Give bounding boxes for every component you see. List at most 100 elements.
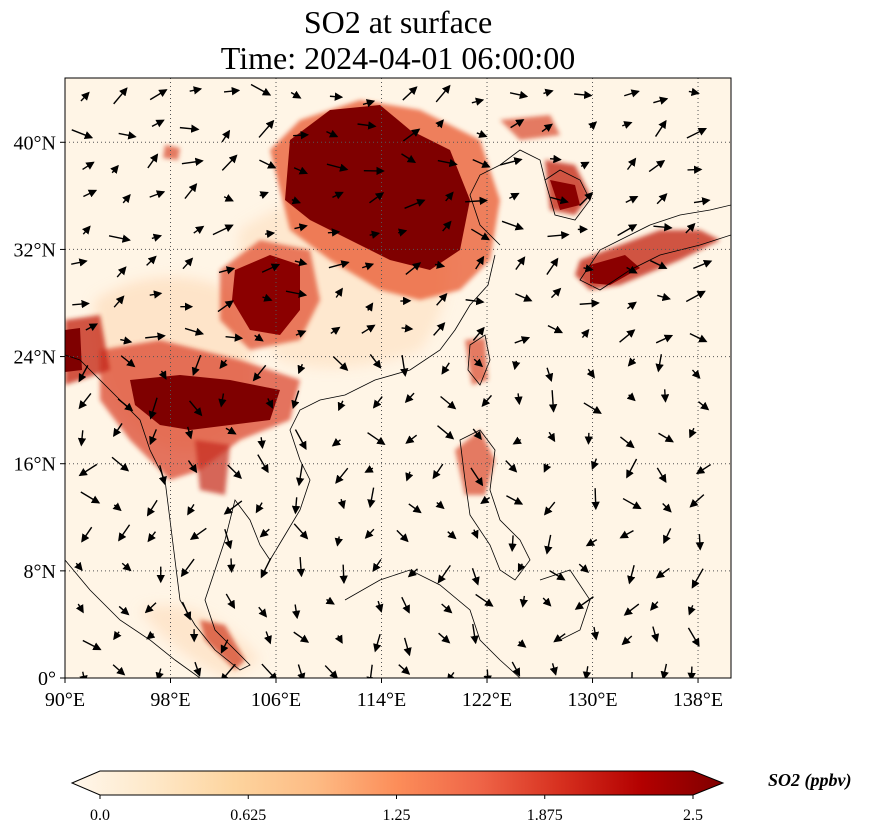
wind-arrow (441, 603, 453, 614)
y-tick-label: 16°N (14, 454, 56, 476)
wind-arrow (294, 223, 308, 232)
wind-arrow (120, 355, 136, 368)
wind-arrow (579, 299, 600, 308)
wind-arrow (509, 192, 520, 201)
x-tick-label: 122°E (462, 689, 512, 711)
wind-arrow (118, 524, 131, 542)
wind-arrow (158, 465, 167, 486)
wind-arrow (291, 196, 302, 205)
wind-arrow (691, 568, 704, 589)
wind-arrow (437, 425, 455, 440)
wind-arrow (79, 671, 88, 678)
wind-arrow (655, 334, 674, 344)
wind-arrow (688, 427, 697, 439)
wind-arrow (446, 672, 456, 678)
wind-arrow (147, 153, 159, 169)
wind-arrow (517, 562, 526, 573)
wind-arrow (472, 428, 482, 440)
colorbar-tick-label: 0.625 (230, 807, 266, 824)
wind-arrow (148, 397, 158, 420)
wind-arrow (470, 623, 479, 645)
wind-arrow (113, 423, 123, 438)
wind-arrow (695, 534, 705, 551)
wind-arrow (548, 390, 558, 413)
core-korea (550, 180, 580, 210)
wind-arrow (110, 164, 119, 174)
wind-arrow (435, 119, 444, 129)
map-title: SO2 at surface (303, 4, 493, 40)
wind-arrow (293, 631, 310, 643)
wind-arrow (481, 394, 493, 407)
wind-arrow (689, 332, 708, 343)
wind-arrow (179, 124, 200, 133)
wind-arrow (574, 90, 593, 100)
wind-arrow (471, 228, 490, 241)
wind-arrow (650, 601, 659, 611)
wind-arrow (622, 121, 633, 129)
wind-arrow (291, 390, 300, 410)
wind-arrow (397, 228, 408, 237)
wind-arrow (375, 600, 384, 613)
wind-arrow (293, 166, 309, 175)
wind-arrow (225, 593, 236, 610)
wind-arrow (685, 290, 706, 303)
y-tick-label: 32°N (14, 239, 56, 261)
wind-arrow (401, 596, 410, 614)
plume-gansu (163, 145, 180, 160)
wind-arrow (181, 157, 204, 166)
wind-arrow (293, 523, 309, 540)
wind-arrow (574, 596, 594, 610)
wind-arrow (366, 664, 375, 678)
plot-frame (64, 77, 732, 679)
wind-arrow (149, 290, 163, 299)
wind-arrow (585, 538, 598, 547)
wind-arrow (78, 463, 98, 477)
wind-arrow (297, 363, 306, 375)
wind-arrow (191, 354, 202, 376)
wind-arrow (515, 256, 526, 270)
wind-arrow (621, 635, 633, 646)
wind-arrow (580, 161, 590, 170)
wind-arrow (648, 159, 666, 173)
x-tick-label: 138°E (673, 689, 723, 711)
wind-arrow (470, 529, 479, 540)
wind-arrow (78, 365, 89, 383)
wind-arrow (112, 664, 126, 676)
wind-arrow (259, 159, 277, 169)
wind-arrow (434, 260, 446, 269)
colorbar-ticks: 0.0 0.625 1.25 1.875 2.5 (90, 795, 703, 824)
wind-arrow (689, 494, 705, 508)
wind-arrow (591, 458, 599, 471)
wind-arrow (337, 400, 346, 412)
wind-arrow (545, 367, 554, 383)
wind-arrow (291, 604, 301, 620)
wind-arrow (219, 359, 228, 369)
wind-arrow (250, 83, 272, 96)
colorbar: 0.0 0.625 1.25 1.875 2.5 SO2 (ppbv) (70, 770, 852, 824)
coastline-bohai-shandong (469, 149, 546, 246)
map-plot-area (64, 77, 732, 679)
colorbar-tick-label: 1.875 (527, 807, 563, 824)
wind-arrow (447, 530, 457, 540)
core-japan (590, 255, 640, 285)
wind-arrow (372, 396, 383, 409)
wind-arrow (146, 499, 158, 517)
wind-arrow (329, 92, 344, 101)
wind-arrow (471, 97, 485, 106)
wind-arrow (654, 119, 667, 137)
wind-arrow (687, 627, 700, 647)
wind-arrow (398, 664, 411, 675)
core-ne-india (65, 328, 82, 372)
wind-arrow (509, 90, 529, 100)
wind-arrow (149, 89, 168, 101)
wind-arrow (122, 193, 131, 204)
wind-arrow (326, 129, 339, 138)
wind-arrow (505, 460, 518, 473)
coastline-mainland-asia (65, 254, 496, 671)
wind-arrow (433, 322, 446, 336)
wind-arrow (405, 262, 422, 275)
wind-arrow (475, 593, 494, 607)
wind-arrow (511, 661, 521, 677)
wind-arrow (339, 564, 348, 585)
